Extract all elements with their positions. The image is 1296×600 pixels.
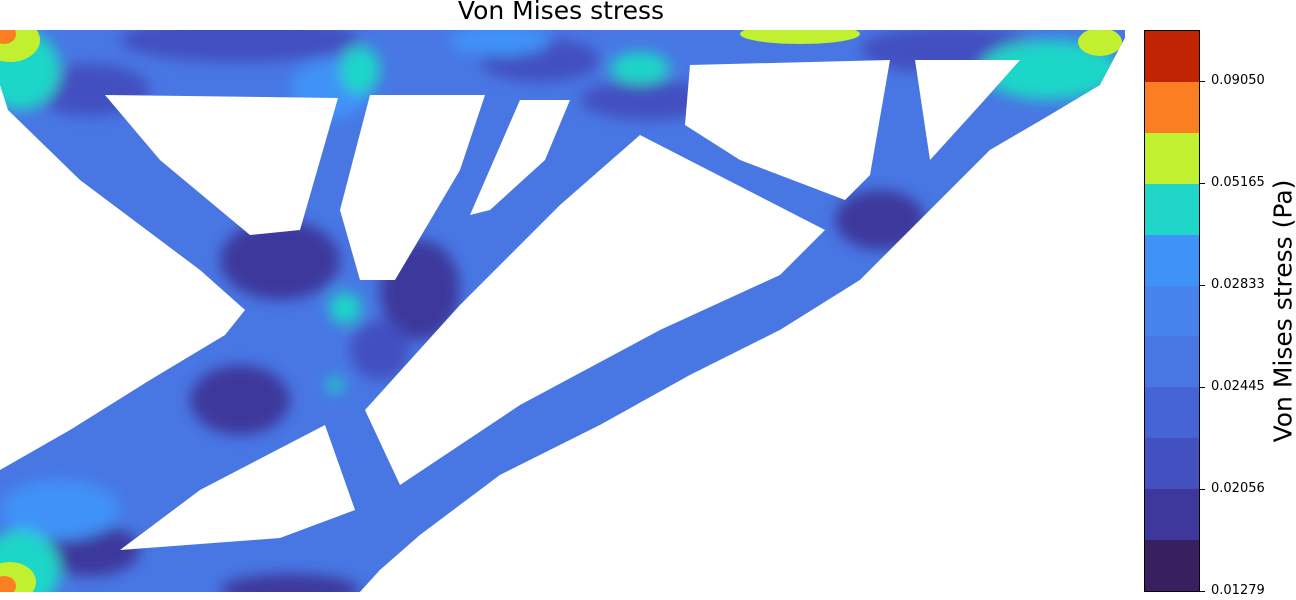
colorbar-band	[1145, 539, 1199, 591]
void-region	[0, 85, 245, 470]
colorbar-band	[1145, 386, 1199, 439]
colorbar-band	[1145, 488, 1199, 541]
colorbar-tick-label: 0.09050	[1211, 73, 1265, 88]
contour-region	[740, 30, 860, 44]
contour-region	[0, 30, 60, 110]
colorbar-band	[1145, 234, 1199, 286]
colorbar-band	[1145, 285, 1199, 337]
colorbar-tick-label: 0.02056	[1211, 481, 1265, 496]
contour-region	[120, 30, 360, 62]
chart-title: Von Mises stress	[457, 0, 665, 25]
void-region	[340, 95, 485, 280]
contour-region	[0, 576, 16, 592]
contour-region	[350, 320, 410, 380]
void-region	[120, 425, 355, 550]
void-region	[685, 60, 890, 200]
colorbar-band	[1145, 132, 1199, 184]
colorbar-tick-label: 0.02833	[1211, 277, 1265, 292]
colorbar-band	[1145, 183, 1199, 235]
contour-region	[220, 220, 340, 300]
contour-region	[980, 40, 1120, 100]
contour-region	[190, 365, 290, 435]
colorbar-tick-label: 0.05165	[1211, 175, 1265, 190]
contour-region	[610, 52, 670, 84]
colorbar-band	[1145, 335, 1199, 388]
void-region	[360, 38, 1125, 592]
contour-region	[0, 30, 16, 44]
contour-region	[329, 292, 361, 324]
colorbar	[1144, 30, 1200, 592]
contour-region	[327, 377, 343, 393]
contour-region	[1078, 30, 1122, 56]
colorbar-band	[1145, 437, 1199, 490]
contour-region	[580, 80, 720, 120]
void-region	[105, 95, 338, 235]
colorbar-band	[1145, 81, 1199, 133]
void-region	[470, 100, 570, 215]
contour-region	[835, 190, 925, 250]
colorbar-tick-label: 0.01279	[1211, 583, 1265, 598]
void-region	[915, 60, 1020, 160]
colorbar-band	[1145, 31, 1199, 82]
stress-contour-plot	[0, 30, 1125, 592]
colorbar-tick-label: 0.02445	[1211, 379, 1265, 394]
contour-region	[340, 46, 380, 94]
void-region	[365, 135, 825, 485]
contour-region	[0, 480, 120, 540]
colorbar-label: Von Mises stress (Pa)	[1268, 179, 1296, 443]
contour-region	[450, 30, 550, 56]
contour-region	[220, 574, 360, 592]
